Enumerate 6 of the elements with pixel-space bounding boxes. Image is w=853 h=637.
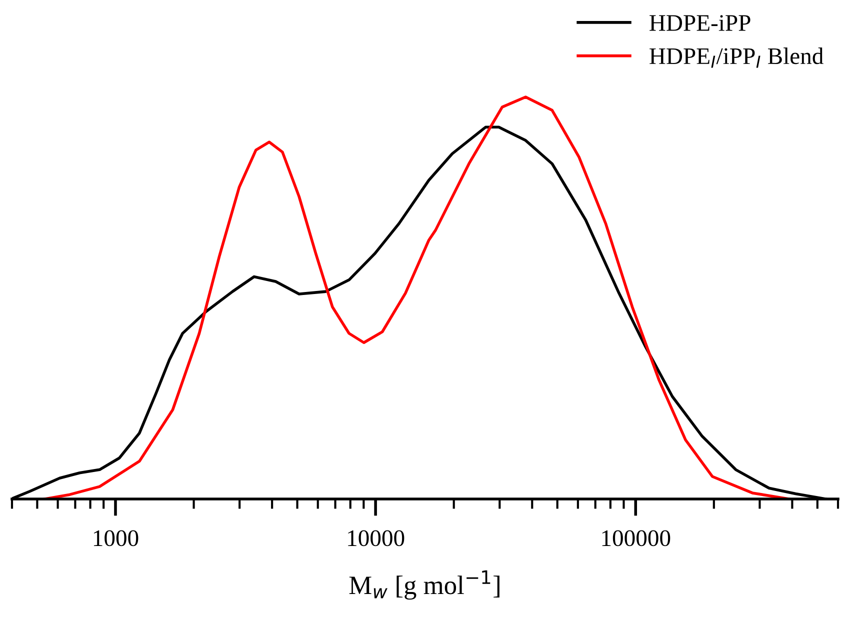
x-tick-label: 10000	[348, 530, 404, 546]
x-tick-label: 100000	[602, 530, 670, 546]
x-axis-title: M$_{w}$ [g mol$^{−1}$]	[349, 570, 500, 600]
legend-label: HDPE$_{I}$/iPP$_{I}$ Blend	[650, 48, 824, 68]
x-tick-label: 1000	[94, 530, 138, 546]
legend-label: HDPE-iPP	[650, 15, 750, 31]
